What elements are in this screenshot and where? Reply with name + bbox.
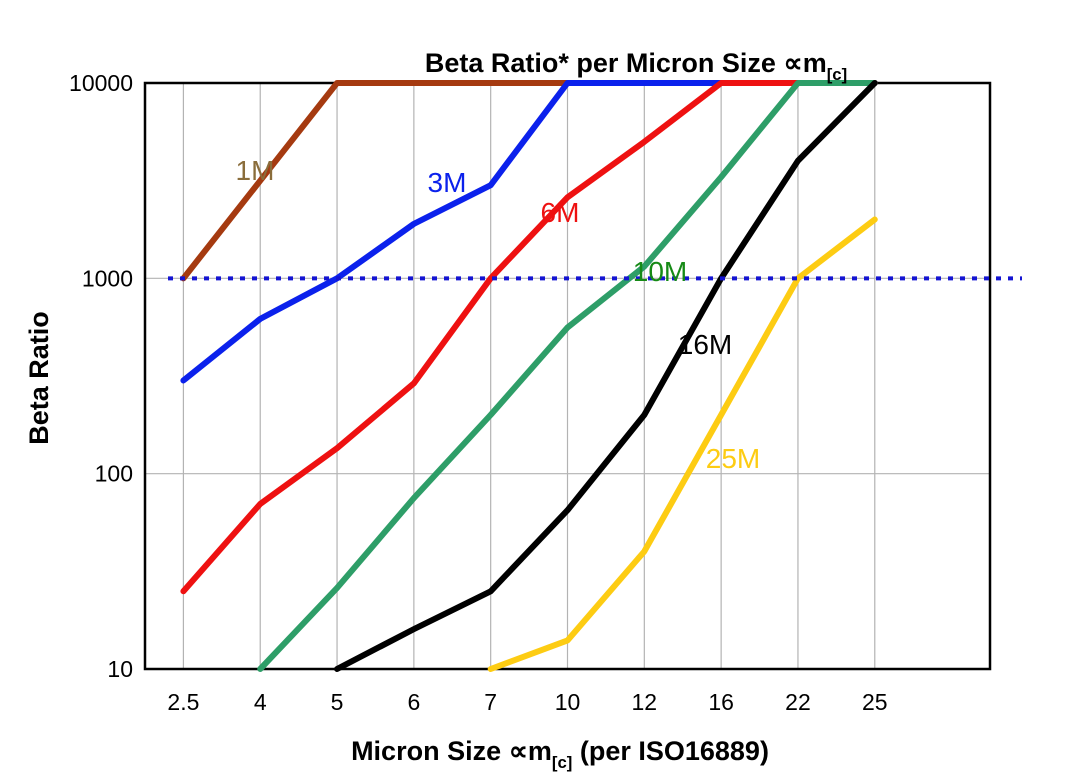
x-axis-title: Micron Size ∝m[c] (per ISO16889) xyxy=(351,736,769,772)
series-label-25m: 25M xyxy=(706,443,760,474)
x-axis-title-tail: (per ISO16889) xyxy=(572,736,769,766)
series-line-6m xyxy=(180,80,878,595)
series-inline-labels: 1M 3M 6M 10M 16M 25M xyxy=(236,155,761,474)
series-label-3m: 3M xyxy=(428,167,467,198)
x-tick-label: 2.5 xyxy=(167,689,199,715)
x-tick-label: 7 xyxy=(484,689,497,715)
chart-title-subscript: [c] xyxy=(827,65,847,84)
series-line-25m xyxy=(487,216,878,672)
series-label-1m: 1M xyxy=(236,155,275,186)
x-tick-label: 10 xyxy=(555,689,581,715)
y-tick-labels: 10 100 1000 10000 xyxy=(69,70,133,682)
x-tick-labels: 2.5 4 5 6 7 10 12 16 22 25 xyxy=(167,689,887,715)
x-axis-title-subscript: [c] xyxy=(552,753,572,772)
chart-title: Beta Ratio* per Micron Size ∝m[c] xyxy=(425,48,847,84)
x-tick-label: 16 xyxy=(708,689,734,715)
x-tick-label: 4 xyxy=(254,689,267,715)
x-axis-title-symbol: ∝m xyxy=(509,736,552,766)
x-tick-label: 6 xyxy=(407,689,420,715)
x-tick-label: 12 xyxy=(632,689,658,715)
series-lines xyxy=(180,80,878,672)
x-tick-label: 22 xyxy=(785,689,811,715)
x-tick-label: 5 xyxy=(331,689,344,715)
x-tick-label: 25 xyxy=(862,689,888,715)
chart-title-main: Beta Ratio* per Micron Size xyxy=(425,48,784,78)
chart-title-symbol: ∝m xyxy=(783,48,826,78)
y-tick-label: 10000 xyxy=(69,70,133,96)
series-label-6m: 6M xyxy=(541,197,580,228)
y-tick-label: 100 xyxy=(95,461,133,487)
y-tick-label: 10 xyxy=(107,656,133,682)
y-tick-label: 1000 xyxy=(82,265,133,291)
series-label-10m: 10M xyxy=(633,256,687,287)
x-axis-title-main: Micron Size xyxy=(351,736,509,766)
series-label-16m: 16M xyxy=(678,329,732,360)
series-line-16m xyxy=(334,80,878,672)
y-axis-title: Beta Ratio xyxy=(24,311,54,445)
series-line-10m xyxy=(257,80,878,672)
